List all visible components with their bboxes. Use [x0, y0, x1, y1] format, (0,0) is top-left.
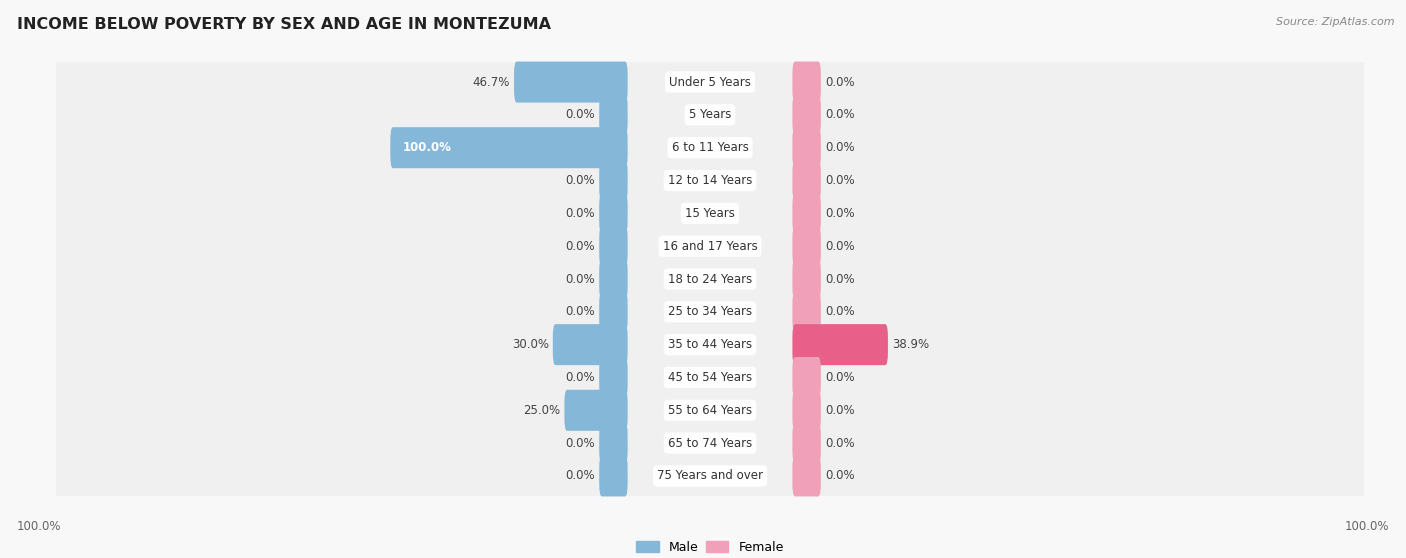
FancyBboxPatch shape — [793, 127, 821, 168]
Text: 0.0%: 0.0% — [825, 174, 855, 187]
Text: 100.0%: 100.0% — [1344, 520, 1389, 533]
FancyBboxPatch shape — [599, 160, 627, 201]
FancyBboxPatch shape — [599, 291, 627, 333]
Text: 0.0%: 0.0% — [565, 305, 595, 318]
Legend: Male, Female: Male, Female — [637, 541, 783, 554]
FancyBboxPatch shape — [56, 292, 1364, 332]
Text: 15 Years: 15 Years — [685, 207, 735, 220]
Text: 0.0%: 0.0% — [825, 305, 855, 318]
Text: 75 Years and over: 75 Years and over — [657, 469, 763, 483]
Text: 25.0%: 25.0% — [523, 404, 561, 417]
Text: 0.0%: 0.0% — [825, 75, 855, 89]
Text: 45 to 54 Years: 45 to 54 Years — [668, 371, 752, 384]
Text: 0.0%: 0.0% — [565, 371, 595, 384]
FancyBboxPatch shape — [56, 193, 1364, 233]
Text: 0.0%: 0.0% — [825, 141, 855, 154]
Text: Source: ZipAtlas.com: Source: ZipAtlas.com — [1277, 17, 1395, 27]
Text: Under 5 Years: Under 5 Years — [669, 75, 751, 89]
Text: 5 Years: 5 Years — [689, 108, 731, 122]
FancyBboxPatch shape — [793, 390, 821, 431]
Text: 0.0%: 0.0% — [565, 174, 595, 187]
FancyBboxPatch shape — [793, 455, 821, 497]
Text: 6 to 11 Years: 6 to 11 Years — [672, 141, 748, 154]
Text: 0.0%: 0.0% — [825, 207, 855, 220]
Text: 0.0%: 0.0% — [825, 240, 855, 253]
Text: 25 to 34 Years: 25 to 34 Years — [668, 305, 752, 318]
Text: 0.0%: 0.0% — [825, 404, 855, 417]
FancyBboxPatch shape — [599, 422, 627, 464]
FancyBboxPatch shape — [56, 358, 1364, 397]
Text: 0.0%: 0.0% — [825, 371, 855, 384]
FancyBboxPatch shape — [56, 259, 1364, 299]
FancyBboxPatch shape — [56, 325, 1364, 365]
Text: 0.0%: 0.0% — [825, 272, 855, 286]
Text: 16 and 17 Years: 16 and 17 Years — [662, 240, 758, 253]
Text: 0.0%: 0.0% — [825, 469, 855, 483]
FancyBboxPatch shape — [793, 258, 821, 300]
FancyBboxPatch shape — [553, 324, 627, 365]
FancyBboxPatch shape — [793, 324, 889, 365]
FancyBboxPatch shape — [56, 95, 1364, 135]
FancyBboxPatch shape — [56, 62, 1364, 102]
Text: 35 to 44 Years: 35 to 44 Years — [668, 338, 752, 351]
FancyBboxPatch shape — [793, 160, 821, 201]
FancyBboxPatch shape — [391, 127, 627, 168]
Text: 12 to 14 Years: 12 to 14 Years — [668, 174, 752, 187]
FancyBboxPatch shape — [56, 226, 1364, 266]
Text: 0.0%: 0.0% — [825, 108, 855, 122]
FancyBboxPatch shape — [56, 423, 1364, 463]
FancyBboxPatch shape — [515, 61, 627, 103]
Text: INCOME BELOW POVERTY BY SEX AND AGE IN MONTEZUMA: INCOME BELOW POVERTY BY SEX AND AGE IN M… — [17, 17, 551, 32]
FancyBboxPatch shape — [793, 357, 821, 398]
Text: 18 to 24 Years: 18 to 24 Years — [668, 272, 752, 286]
Text: 0.0%: 0.0% — [565, 469, 595, 483]
FancyBboxPatch shape — [599, 193, 627, 234]
Text: 0.0%: 0.0% — [565, 108, 595, 122]
Text: 0.0%: 0.0% — [825, 436, 855, 450]
Text: 46.7%: 46.7% — [472, 75, 510, 89]
Text: 0.0%: 0.0% — [565, 207, 595, 220]
FancyBboxPatch shape — [793, 61, 821, 103]
Text: 65 to 74 Years: 65 to 74 Years — [668, 436, 752, 450]
Text: 0.0%: 0.0% — [565, 272, 595, 286]
FancyBboxPatch shape — [599, 357, 627, 398]
FancyBboxPatch shape — [56, 128, 1364, 168]
FancyBboxPatch shape — [599, 455, 627, 497]
Text: 0.0%: 0.0% — [565, 436, 595, 450]
FancyBboxPatch shape — [56, 390, 1364, 430]
FancyBboxPatch shape — [564, 390, 627, 431]
Text: 55 to 64 Years: 55 to 64 Years — [668, 404, 752, 417]
FancyBboxPatch shape — [599, 258, 627, 300]
FancyBboxPatch shape — [793, 94, 821, 136]
FancyBboxPatch shape — [599, 225, 627, 267]
Text: 100.0%: 100.0% — [402, 141, 451, 154]
FancyBboxPatch shape — [56, 456, 1364, 496]
FancyBboxPatch shape — [599, 94, 627, 136]
FancyBboxPatch shape — [793, 291, 821, 333]
Text: 0.0%: 0.0% — [565, 240, 595, 253]
FancyBboxPatch shape — [56, 161, 1364, 200]
Text: 100.0%: 100.0% — [17, 520, 62, 533]
FancyBboxPatch shape — [793, 422, 821, 464]
Text: 38.9%: 38.9% — [891, 338, 929, 351]
Text: 30.0%: 30.0% — [512, 338, 548, 351]
FancyBboxPatch shape — [793, 225, 821, 267]
FancyBboxPatch shape — [793, 193, 821, 234]
